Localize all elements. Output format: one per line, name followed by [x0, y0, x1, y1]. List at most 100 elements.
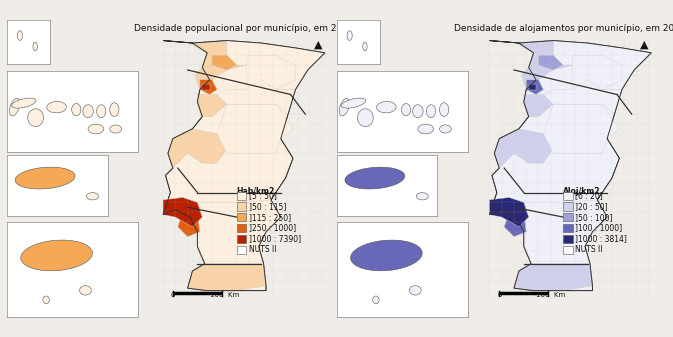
Polygon shape [504, 212, 526, 237]
Ellipse shape [439, 103, 449, 117]
Ellipse shape [373, 296, 379, 304]
Text: ]115 : 250]: ]115 : 250] [249, 213, 291, 222]
Polygon shape [573, 55, 622, 90]
Polygon shape [190, 40, 227, 67]
Ellipse shape [79, 286, 92, 295]
Polygon shape [495, 129, 553, 168]
Text: [6 : 20]: [6 : 20] [575, 191, 603, 200]
Text: ]50 : 115]: ]50 : 115] [249, 202, 286, 211]
Text: ▲: ▲ [640, 39, 648, 50]
Polygon shape [543, 104, 619, 153]
Ellipse shape [72, 103, 81, 116]
Ellipse shape [341, 98, 365, 108]
Polygon shape [529, 84, 536, 90]
Text: ▲: ▲ [314, 39, 322, 50]
Polygon shape [163, 40, 325, 290]
Ellipse shape [47, 101, 67, 113]
Ellipse shape [377, 101, 396, 113]
Polygon shape [524, 94, 553, 117]
Text: ]100 : 1000]: ]100 : 1000] [575, 224, 623, 233]
Text: 0: 0 [171, 292, 175, 298]
Text: NUTS II: NUTS II [575, 245, 603, 254]
Polygon shape [200, 80, 217, 94]
Polygon shape [516, 40, 553, 67]
Ellipse shape [33, 42, 38, 51]
Text: 0: 0 [497, 292, 501, 298]
Ellipse shape [88, 124, 104, 134]
Polygon shape [489, 40, 651, 290]
Text: ]50 : 100]: ]50 : 100] [575, 213, 613, 222]
Polygon shape [163, 197, 203, 227]
Ellipse shape [110, 103, 119, 117]
Ellipse shape [351, 240, 422, 271]
Ellipse shape [86, 193, 99, 200]
Text: ]1000 : 3814]: ]1000 : 3814] [575, 235, 627, 243]
Ellipse shape [83, 105, 94, 118]
Text: [5 : 50]: [5 : 50] [249, 191, 277, 200]
Ellipse shape [17, 31, 22, 40]
Polygon shape [246, 55, 295, 90]
Ellipse shape [97, 105, 106, 118]
Ellipse shape [345, 167, 405, 189]
Ellipse shape [416, 193, 429, 200]
Ellipse shape [9, 98, 20, 116]
Ellipse shape [409, 286, 421, 295]
Ellipse shape [427, 105, 435, 118]
Bar [237, 235, 246, 243]
Bar [563, 213, 573, 221]
Bar [237, 202, 246, 211]
Bar [563, 246, 573, 254]
Bar [237, 191, 246, 200]
Polygon shape [217, 80, 295, 114]
Polygon shape [514, 264, 592, 290]
Polygon shape [526, 80, 543, 94]
Text: 100  Km: 100 Km [536, 292, 565, 298]
Polygon shape [217, 104, 293, 153]
Ellipse shape [418, 124, 433, 134]
Ellipse shape [402, 103, 411, 116]
Bar [237, 224, 246, 232]
Title: Densidade populacional por município, em 2011: Densidade populacional por município, em… [134, 25, 354, 33]
Bar [563, 235, 573, 243]
Ellipse shape [11, 98, 36, 108]
Polygon shape [524, 200, 607, 286]
Polygon shape [197, 200, 281, 286]
Polygon shape [212, 55, 237, 70]
Polygon shape [190, 40, 261, 90]
Ellipse shape [439, 125, 452, 133]
Bar [237, 213, 246, 221]
Ellipse shape [28, 109, 44, 127]
Title: Densidade de alojamentos por município, em 2011: Densidade de alojamentos por município, … [454, 25, 673, 33]
Text: ]250 : 1000]: ]250 : 1000] [249, 224, 296, 233]
Ellipse shape [339, 98, 349, 116]
Polygon shape [538, 55, 563, 70]
Ellipse shape [347, 31, 352, 40]
Polygon shape [553, 40, 651, 90]
Bar [563, 224, 573, 232]
Ellipse shape [43, 296, 49, 304]
Polygon shape [489, 197, 529, 227]
Polygon shape [197, 94, 227, 117]
Ellipse shape [357, 109, 374, 127]
Ellipse shape [15, 167, 75, 189]
Ellipse shape [110, 125, 122, 133]
Text: ]1000 : 7390]: ]1000 : 7390] [249, 235, 301, 243]
Polygon shape [168, 129, 227, 168]
Text: NUTS II: NUTS II [249, 245, 277, 254]
Polygon shape [188, 264, 266, 290]
Bar [563, 191, 573, 200]
Polygon shape [543, 80, 622, 114]
Ellipse shape [413, 105, 423, 118]
Text: Hab/km2: Hab/km2 [237, 187, 275, 195]
Polygon shape [178, 212, 200, 237]
Text: Aloj/km2: Aloj/km2 [563, 187, 600, 195]
Text: ]20 : 50]: ]20 : 50] [575, 202, 608, 211]
Polygon shape [227, 40, 325, 90]
Polygon shape [516, 40, 588, 90]
Ellipse shape [21, 240, 92, 271]
Polygon shape [203, 84, 209, 90]
Bar [237, 246, 246, 254]
Text: 100  Km: 100 Km [209, 292, 239, 298]
Ellipse shape [363, 42, 367, 51]
Bar [563, 202, 573, 211]
